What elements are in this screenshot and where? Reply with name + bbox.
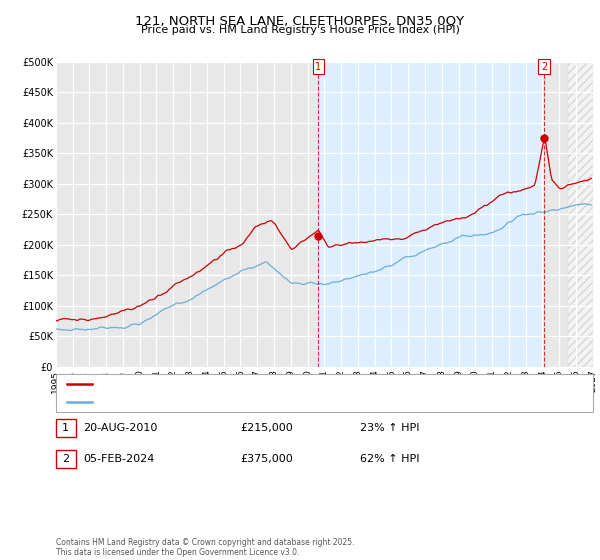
Text: Contains HM Land Registry data © Crown copyright and database right 2025.
This d: Contains HM Land Registry data © Crown c… [56, 538, 354, 557]
Text: 121, NORTH SEA LANE, CLEETHORPES, DN35 0QY (detached house): 121, NORTH SEA LANE, CLEETHORPES, DN35 0… [97, 379, 429, 389]
Text: £375,000: £375,000 [240, 454, 293, 464]
Text: 23% ↑ HPI: 23% ↑ HPI [360, 423, 419, 433]
Text: 62% ↑ HPI: 62% ↑ HPI [360, 454, 419, 464]
Text: Price paid vs. HM Land Registry's House Price Index (HPI): Price paid vs. HM Land Registry's House … [140, 25, 460, 35]
Text: 2: 2 [62, 454, 69, 464]
Text: HPI: Average price, detached house, North East Lincolnshire: HPI: Average price, detached house, Nort… [97, 396, 391, 407]
Text: 1: 1 [315, 62, 321, 72]
Bar [568, 62, 593, 367]
Text: 1: 1 [62, 423, 69, 433]
Text: 121, NORTH SEA LANE, CLEETHORPES, DN35 0QY: 121, NORTH SEA LANE, CLEETHORPES, DN35 0… [136, 14, 464, 27]
Text: 20-AUG-2010: 20-AUG-2010 [83, 423, 157, 433]
Text: £215,000: £215,000 [240, 423, 293, 433]
Text: 05-FEB-2024: 05-FEB-2024 [83, 454, 154, 464]
Bar [318, 62, 544, 367]
Text: 2: 2 [541, 62, 547, 72]
